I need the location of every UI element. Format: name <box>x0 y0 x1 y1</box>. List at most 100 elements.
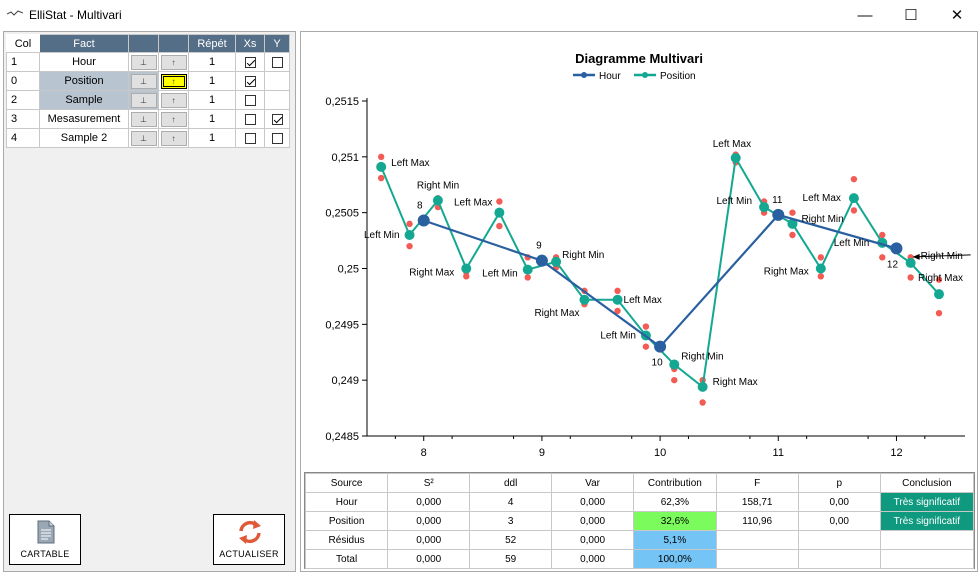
anova-cell: 0,00 <box>797 511 881 531</box>
anova-cell: 0,000 <box>387 549 471 569</box>
raw-data-point <box>699 399 706 406</box>
position-point-label: Right Max <box>918 273 963 284</box>
sort-down-cell: ⊥ <box>128 90 159 110</box>
factor-name[interactable]: Sample <box>39 90 129 110</box>
sort-up-button[interactable]: ↑ <box>160 54 187 70</box>
xs-checkbox[interactable] <box>244 56 256 68</box>
factor-name[interactable]: Sample 2 <box>39 128 129 148</box>
raw-data-point <box>789 209 796 216</box>
factor-row[interactable]: 3 Mesasurement ⊥ ↑ 1 <box>6 109 290 129</box>
window-title: ElliStat - Multivari <box>29 8 122 22</box>
sort-down-cell: ⊥ <box>128 128 159 148</box>
raw-data-point <box>850 207 858 214</box>
repet-value[interactable]: 1 <box>188 128 236 148</box>
position-point-label: Left Min <box>482 269 518 280</box>
anova-header-cell: Var <box>551 473 635 493</box>
y-checkbox[interactable] <box>271 56 283 68</box>
anova-cell: 0,000 <box>387 530 471 550</box>
sort-up-header <box>158 34 189 53</box>
sort-down-button[interactable]: ⊥ <box>130 73 157 89</box>
close-button[interactable]: ✕ <box>934 0 980 30</box>
legend-marker-position <box>642 72 648 78</box>
hour-point-label: 10 <box>652 358 664 369</box>
close-icon: ✕ <box>950 7 964 24</box>
sort-up-button[interactable]: ↑ <box>160 73 187 89</box>
y-cell <box>264 128 290 148</box>
factor-row[interactable]: 0 Position ⊥ ↑ 1 <box>6 71 290 91</box>
actualiser-button[interactable]: ACTUALISER <box>213 514 285 565</box>
raw-data-point <box>496 222 503 230</box>
factor-name[interactable]: Hour <box>39 52 129 72</box>
multivari-chart: Diagramme Multivari Hour Position 0,2485 0,2… <box>325 51 971 459</box>
y-checkbox[interactable] <box>271 113 283 125</box>
hour-point <box>535 254 548 267</box>
repet-value[interactable]: 1 <box>188 109 236 129</box>
raw-data-point <box>496 198 503 205</box>
factor-row[interactable]: 4 Sample 2 ⊥ ↑ 1 <box>6 128 290 148</box>
sort-up-button[interactable]: ↑ <box>160 111 187 127</box>
position-point-label: Left Min <box>600 331 636 342</box>
xs-checkbox[interactable] <box>244 94 256 106</box>
x-tick-label: 8 <box>421 447 427 459</box>
anova-cell: Total <box>304 549 389 569</box>
hour-point-label: 9 <box>536 241 542 252</box>
raw-data-point <box>850 175 858 183</box>
position-point-label: Left Max <box>624 295 662 306</box>
xs-checkbox[interactable] <box>244 132 256 144</box>
position-point <box>905 257 916 268</box>
maximize-button[interactable]: ☐ <box>888 0 934 30</box>
x-tick-label: 11 <box>773 447 784 459</box>
raw-data-point <box>377 153 385 161</box>
position-point <box>815 263 826 274</box>
sort-up-cell: ↑ <box>158 90 189 110</box>
raw-data-point <box>406 220 413 228</box>
factor-name[interactable]: Position <box>39 71 129 91</box>
raw-data-point <box>524 274 531 281</box>
anova-cell: 0,00 <box>797 492 881 512</box>
anova-cell <box>715 549 799 569</box>
anova-cell <box>879 530 975 550</box>
raw-data-point <box>935 309 943 317</box>
position-point-label: Right Max <box>764 267 809 278</box>
factor-row[interactable]: 1 Hour ⊥ ↑ 1 <box>6 52 290 72</box>
xs-checkbox[interactable] <box>244 75 256 87</box>
cartable-label: CARTABLE <box>20 549 70 559</box>
factor-row[interactable]: 2 Sample ⊥ ↑ 1 <box>6 90 290 110</box>
position-point <box>579 294 590 305</box>
anova-cell: 62,3% <box>633 492 717 512</box>
raw-data-point <box>614 287 621 295</box>
y-checkbox[interactable] <box>271 132 283 144</box>
sort-up-button[interactable]: ↑ <box>160 130 187 146</box>
factor-col-index: 3 <box>6 109 40 129</box>
sort-up-button[interactable]: ↑ <box>160 92 187 108</box>
actualiser-label: ACTUALISER <box>219 549 279 559</box>
repet-value[interactable]: 1 <box>188 52 236 72</box>
position-point-label: Left Min <box>834 238 870 249</box>
sort-down-button[interactable]: ⊥ <box>130 111 157 127</box>
xs-cell <box>235 52 265 72</box>
raw-data-point <box>377 174 385 182</box>
repet-value[interactable]: 1 <box>188 90 236 110</box>
xs-checkbox[interactable] <box>244 113 256 125</box>
repet-value[interactable]: 1 <box>188 71 236 91</box>
title-bar: ElliStat - Multivari — ☐ ✕ <box>0 0 980 30</box>
hour-point <box>772 208 785 221</box>
anova-cell: Très significatif <box>879 492 975 512</box>
position-point-label: Left Max <box>713 139 751 150</box>
sort-down-button[interactable]: ⊥ <box>130 130 157 146</box>
sort-up-cell: ↑ <box>158 109 189 129</box>
cartable-button[interactable]: CARTABLE <box>9 514 81 565</box>
sort-down-button[interactable]: ⊥ <box>130 92 157 108</box>
maximize-icon: ☐ <box>904 7 918 24</box>
position-point <box>432 195 443 206</box>
factor-panel: Col Fact Répét Xs Y 1 Hour ⊥ ↑ 1 0 Position ⊥ ↑ 1… <box>3 31 296 572</box>
factor-col-index: 1 <box>6 52 40 72</box>
legend-label-hour: Hour <box>599 71 621 82</box>
y-tick-label: 0,2495 <box>325 319 359 331</box>
anova-row: Résidus 0,000 52 0,000 5,1% <box>304 530 975 550</box>
sort-down-button[interactable]: ⊥ <box>130 54 157 70</box>
position-point <box>612 294 623 305</box>
factor-name[interactable]: Mesasurement <box>39 109 129 129</box>
minimize-button[interactable]: — <box>842 0 888 30</box>
label-arrow-head <box>912 253 920 260</box>
